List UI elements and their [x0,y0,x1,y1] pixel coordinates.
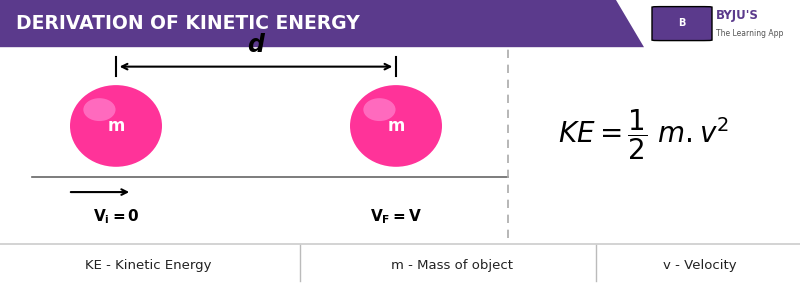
Text: m: m [387,117,405,135]
Text: m - Mass of object: m - Mass of object [391,259,513,272]
Ellipse shape [363,98,395,121]
Text: DERIVATION OF KINETIC ENERGY: DERIVATION OF KINETIC ENERGY [16,14,360,33]
Text: $\mathit{KE} = \dfrac{1}{2}\ \mathit{m.v}^2$: $\mathit{KE} = \dfrac{1}{2}\ \mathit{m.v… [558,107,730,162]
Text: $\mathbf{V_F{=}V}$: $\mathbf{V_F{=}V}$ [370,207,422,226]
FancyBboxPatch shape [652,7,712,41]
Ellipse shape [350,85,442,167]
Text: $\mathbf{V_i{=}0}$: $\mathbf{V_i{=}0}$ [93,207,139,226]
Text: The Learning App: The Learning App [716,29,783,37]
Text: d: d [247,33,265,57]
Text: B: B [678,18,686,28]
Text: v - Velocity: v - Velocity [663,259,737,272]
Text: BYJU'S: BYJU'S [716,9,759,22]
Polygon shape [0,0,644,47]
Text: m: m [107,117,125,135]
Ellipse shape [70,85,162,167]
Ellipse shape [83,98,115,121]
Text: KE - Kinetic Energy: KE - Kinetic Energy [85,259,211,272]
